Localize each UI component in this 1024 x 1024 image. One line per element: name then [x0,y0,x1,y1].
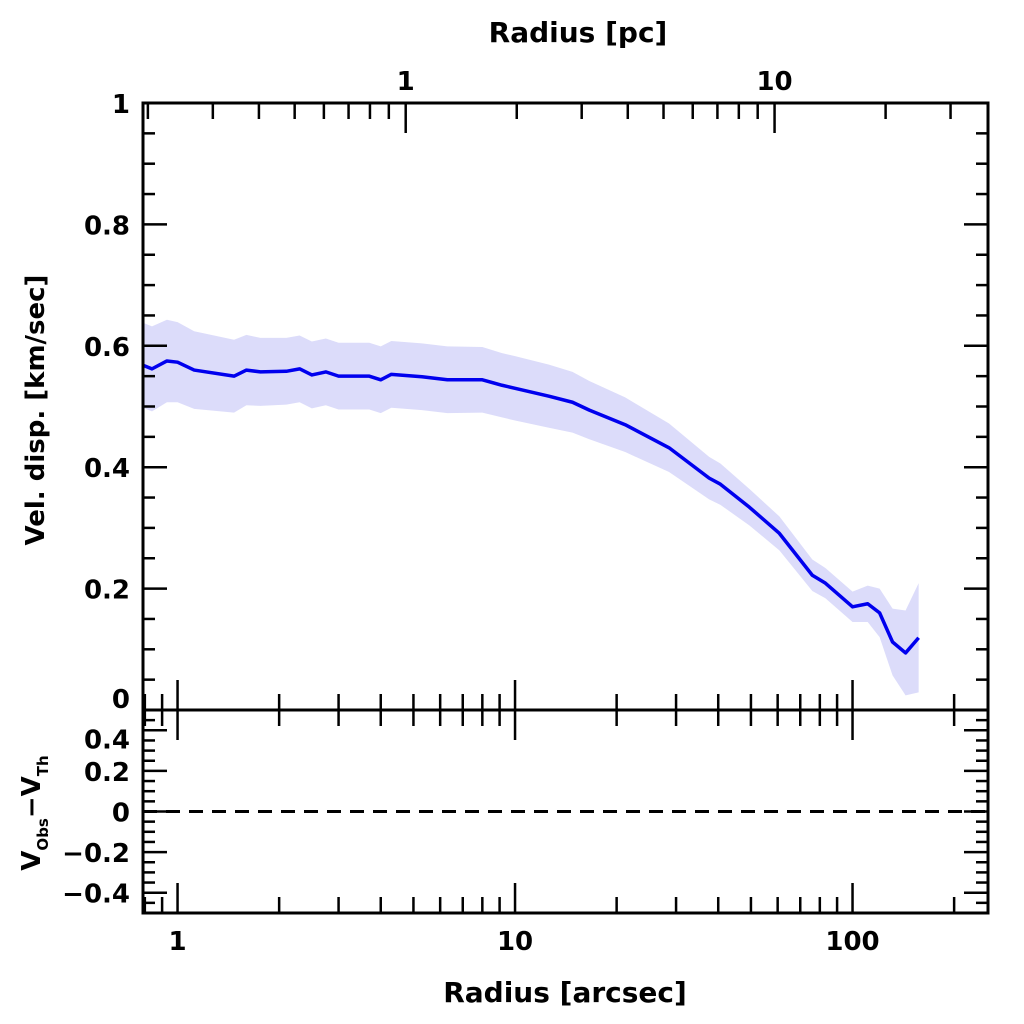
residual-y-tick-label: 0.4 [84,725,130,755]
top-x-tick-label: 10 [756,67,792,97]
error-band-layer [143,319,919,696]
residual-y-tick-label: 0.2 [84,758,130,788]
y-tick-label: 0.8 [84,211,130,241]
residual-y-tick-label: −0.2 [62,839,130,869]
residual-y-tick-label: 0 [112,799,130,829]
y-tick-label: 0.4 [84,454,130,484]
y-tick-label: 0.6 [84,333,130,363]
axes-layer [141,101,990,915]
series-line-layer [142,359,920,655]
y-tick-label: 1 [112,90,130,120]
y-axis-label: Vel. disp. [km/sec] [21,275,51,546]
y-tick-label: 0 [112,685,130,715]
x-tick-label: 10 [497,927,533,957]
series-line [142,359,920,655]
error-band [143,319,919,696]
x-tick-label: 1 [169,927,187,957]
residual-y-axis-label: VObs−VTh [17,755,52,870]
top-x-axis-label: Radius [pc] [489,16,668,49]
x-axis-label: Radius [arcsec] [443,976,687,1009]
top-x-tick-label: 1 [397,67,415,97]
x-tick-label: 100 [825,927,879,957]
y-tick-label: 0.2 [84,576,130,606]
residual-y-tick-label: −0.4 [62,880,130,910]
